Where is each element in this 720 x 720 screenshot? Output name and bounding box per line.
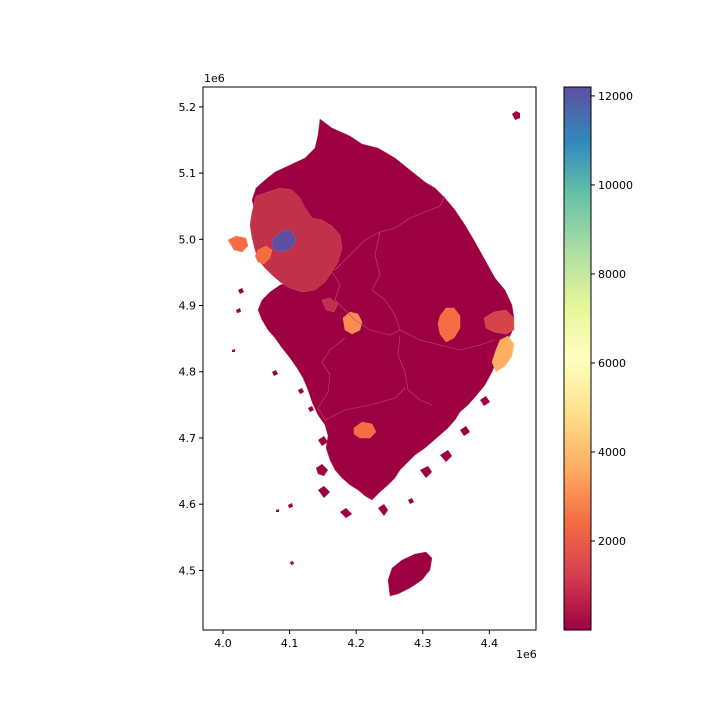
- x-tick-label: 4.3: [414, 637, 432, 650]
- y-offset-label: 1e6: [204, 72, 225, 85]
- x-offset-label: 1e6: [516, 648, 537, 661]
- y-tick-label: 4.6: [179, 498, 197, 511]
- x-tick-label: 4.1: [281, 637, 299, 650]
- x-tick-label: 4.2: [347, 637, 365, 650]
- province-boundaries: [317, 195, 496, 421]
- y-tick-label: 5.2: [179, 101, 197, 114]
- island-jeju: [387, 551, 433, 597]
- colorbar-tick-label: 2000: [598, 535, 626, 548]
- x-tick-label: 4.4: [481, 637, 499, 650]
- region-incheon: [227, 235, 273, 265]
- y-tick-label: 5.1: [179, 167, 197, 180]
- colorbar-tick-label: 8000: [598, 268, 626, 281]
- map-axes: 4.0 4.1 4.2 4.3 4.4 4.5 4.6 4.7 4.8 4.9 5.0 5.1 5.2…: [179, 72, 537, 661]
- y-tick-label: 4.8: [179, 366, 197, 379]
- colorbar-gradient: [563, 86, 592, 631]
- region-seoul: [271, 229, 297, 253]
- island-ulleungdo: [512, 111, 520, 120]
- y-tick-label: 5.0: [179, 233, 197, 246]
- y-axis: 4.5 4.6 4.7 4.8 4.9 5.0 5.1 5.2: [179, 101, 203, 577]
- y-tick-label: 4.7: [179, 432, 197, 445]
- x-tick-label: 4.0: [214, 637, 232, 650]
- region-gyeonggi: [249, 187, 343, 293]
- region-sejong: [321, 297, 339, 313]
- y-tick-label: 4.9: [179, 300, 197, 313]
- region-busan: [491, 335, 515, 373]
- colorbar-tick-label: 12000: [598, 90, 633, 103]
- colorbar-ticks: 2000 4000 6000 8000 10000 12000: [591, 90, 633, 548]
- region-gwangju: [353, 421, 377, 439]
- y-tick-label: 4.5: [179, 564, 197, 577]
- colorbar-tick-label: 10000: [598, 179, 633, 192]
- region-ulsan: [483, 309, 515, 335]
- region-daegu: [437, 307, 461, 343]
- islands-west: [232, 288, 490, 565]
- x-axis: 4.0 4.1 4.2 4.3 4.4: [214, 630, 498, 650]
- region-daejeon: [342, 311, 363, 335]
- colorbar-tick-label: 6000: [598, 357, 626, 370]
- colorbar: 2000 4000 6000 8000 10000 12000: [563, 86, 633, 631]
- colorbar-tick-label: 4000: [598, 446, 626, 459]
